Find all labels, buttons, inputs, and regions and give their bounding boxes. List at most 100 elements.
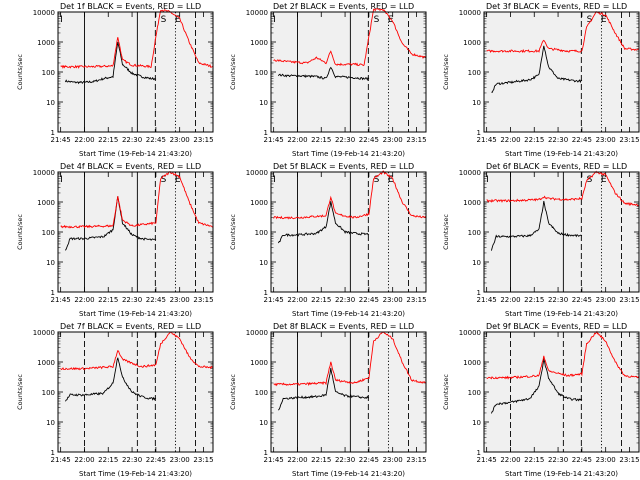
y-tick-label: 100 xyxy=(42,389,55,397)
y-tick-label: 10 xyxy=(46,419,55,427)
x-tick-label: 22:00 xyxy=(287,136,307,144)
y-tick-label: 100 xyxy=(255,389,268,397)
x-tick-label: 22:45 xyxy=(572,456,592,464)
x-axis-label: Start Time (19-Feb-14 21:43:20) xyxy=(505,470,618,478)
x-tick-label: 22:15 xyxy=(98,456,118,464)
x-tick-label: 22:45 xyxy=(146,456,166,464)
y-tick-label: 1 xyxy=(51,449,55,457)
marker-label: E xyxy=(388,15,394,25)
y-tick-label: 100 xyxy=(255,69,268,77)
y-tick-label: 1000 xyxy=(37,39,55,47)
x-tick-label: 22:00 xyxy=(500,296,520,304)
y-axis-label: Counts/sec xyxy=(229,214,237,250)
x-tick-label: 22:30 xyxy=(548,136,568,144)
y-tick-label: 1 xyxy=(477,129,481,137)
marker-label: S xyxy=(587,175,593,185)
series-line-events xyxy=(277,201,370,244)
marker-label: I xyxy=(273,15,276,25)
x-axis-label: Start Time (19-Feb-14 21:43:20) xyxy=(505,310,618,318)
x-tick-label: 22:00 xyxy=(74,136,94,144)
series-line-events xyxy=(64,41,157,85)
y-tick-label: 1000 xyxy=(37,199,55,207)
y-tick-label: 10000 xyxy=(33,169,55,177)
series-line-lld xyxy=(60,331,214,371)
x-tick-label: 23:15 xyxy=(193,296,213,304)
x-tick-label: 23:15 xyxy=(619,136,639,144)
chart-title: Det 5f BLACK = Events, RED = LLD xyxy=(273,162,414,171)
x-tick-label: 23:00 xyxy=(383,296,403,304)
series-line-events xyxy=(491,45,583,94)
y-axis-label: Counts/sec xyxy=(442,374,450,410)
x-tick-label: 22:30 xyxy=(548,456,568,464)
chart-panel-8: Det 8f BLACK = Events, RED = LLD Counts/s… xyxy=(229,322,427,478)
chart-panel-2: Det 2f BLACK = Events, RED = LLD Counts/s… xyxy=(229,2,427,158)
x-tick-label: 23:00 xyxy=(383,456,403,464)
y-tick-label: 10000 xyxy=(33,9,55,17)
chart-panel-1: Det 1f BLACK = Events, RED = LLD Counts/s… xyxy=(16,2,214,158)
series-line-lld xyxy=(486,170,640,207)
x-tick-label: 23:15 xyxy=(406,456,426,464)
x-tick-label: 22:00 xyxy=(500,136,520,144)
plot-area xyxy=(58,332,213,452)
x-tick-label: 23:15 xyxy=(619,456,639,464)
x-tick-label: 23:00 xyxy=(170,296,190,304)
marker-label: I xyxy=(60,15,63,25)
marker-label: E xyxy=(388,175,394,185)
x-tick-label: 22:45 xyxy=(359,456,379,464)
y-tick-label: 10000 xyxy=(33,329,55,337)
x-tick-label: 22:45 xyxy=(572,296,592,304)
x-tick-label: 22:15 xyxy=(311,456,331,464)
plot-area xyxy=(58,12,213,132)
x-tick-label: 22:15 xyxy=(98,296,118,304)
x-tick-label: 21:45 xyxy=(51,136,71,144)
series-line-lld xyxy=(273,8,427,67)
y-tick-label: 100 xyxy=(468,69,481,77)
series-line-events xyxy=(65,357,157,402)
y-tick-label: 1 xyxy=(51,129,55,137)
x-tick-label: 22:15 xyxy=(524,456,544,464)
y-axis-label: Counts/sec xyxy=(442,54,450,90)
y-tick-label: 1000 xyxy=(463,199,481,207)
x-tick-label: 22:00 xyxy=(500,456,520,464)
y-tick-label: 10 xyxy=(472,259,481,267)
y-tick-label: 10 xyxy=(472,99,481,107)
series-line-lld xyxy=(273,170,427,220)
marker-label: E xyxy=(175,15,181,25)
marker-label: I xyxy=(273,175,276,185)
chart-title: Det 2f BLACK = Events, RED = LLD xyxy=(273,2,414,11)
y-tick-label: 10000 xyxy=(459,329,481,337)
x-tick-label: 22:30 xyxy=(122,456,142,464)
x-tick-label: 21:45 xyxy=(264,136,284,144)
x-tick-label: 22:30 xyxy=(335,136,355,144)
y-tick-label: 10 xyxy=(259,99,268,107)
plot-area xyxy=(484,12,639,132)
series-line-lld xyxy=(273,331,427,387)
plot-frame xyxy=(483,11,640,133)
x-tick-label: 22:15 xyxy=(311,136,331,144)
x-tick-label: 23:00 xyxy=(596,456,616,464)
plot-frame xyxy=(483,331,640,453)
y-tick-label: 100 xyxy=(42,69,55,77)
x-tick-label: 23:00 xyxy=(170,136,190,144)
x-tick-label: 21:45 xyxy=(477,456,497,464)
plot-area xyxy=(58,172,213,292)
plot-area xyxy=(271,12,426,132)
plot-area xyxy=(271,332,426,452)
y-tick-label: 100 xyxy=(255,229,268,237)
marker-label: E xyxy=(601,175,607,185)
x-tick-label: 22:00 xyxy=(287,456,307,464)
x-tick-label: 22:00 xyxy=(74,296,94,304)
series-line-events xyxy=(65,196,157,251)
x-axis-label: Start Time (19-Feb-14 21:43:20) xyxy=(292,150,405,158)
y-tick-label: 100 xyxy=(42,229,55,237)
plot-frame xyxy=(57,331,214,453)
y-tick-label: 10000 xyxy=(459,9,481,17)
series-line-events xyxy=(278,66,370,81)
x-tick-label: 23:15 xyxy=(193,136,213,144)
marker-label: S xyxy=(374,175,380,185)
y-tick-label: 100 xyxy=(468,389,481,397)
x-tick-label: 23:00 xyxy=(170,456,190,464)
plot-frame xyxy=(57,171,214,293)
chart-panel-5: Det 5f BLACK = Events, RED = LLD Counts/s… xyxy=(229,162,427,318)
